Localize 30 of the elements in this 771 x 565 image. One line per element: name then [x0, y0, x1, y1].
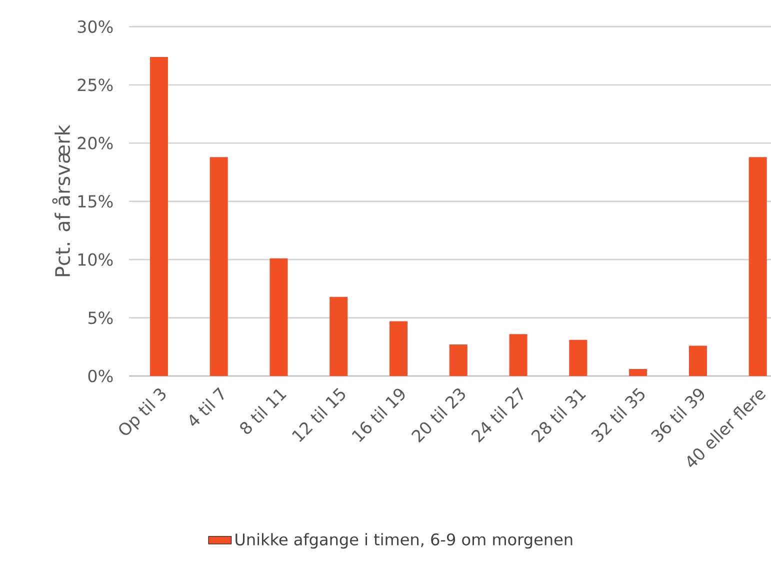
bar [150, 56, 168, 376]
y-tick-label: 25% [78, 78, 113, 92]
bar [688, 346, 707, 376]
bar [509, 334, 528, 376]
y-tick-label: 20% [78, 136, 113, 150]
x-tick-label: 8 til 11 [240, 389, 287, 434]
y-tick-label: 10% [78, 253, 113, 266]
y-tick-label: 5% [88, 311, 113, 324]
x-tick-label: 28 til 31 [531, 389, 586, 443]
x-tick-label: 32 til 35 [591, 388, 644, 442]
bar [629, 369, 648, 376]
x-tick-label: 4 til 7 [190, 387, 224, 426]
bar [390, 321, 408, 376]
y-axis-title: Pct. af årsværk [52, 124, 70, 276]
bar [748, 157, 767, 376]
x-tick-label: 12 til 15 [292, 388, 346, 442]
x-tick-label: 20 til 23 [411, 388, 465, 443]
x-tick-label: 36 til 39 [651, 388, 704, 442]
x-tick-label: 16 til 19 [352, 388, 405, 442]
y-tick-label: 30% [78, 20, 113, 33]
legend-label: Unikke afgange i timen, 6-9 om morgenen [236, 533, 572, 549]
bar [210, 157, 228, 376]
y-tick-label: 15% [78, 195, 113, 208]
bar [449, 344, 468, 376]
bar [330, 296, 348, 376]
y-tick-label: 0% [88, 370, 113, 382]
bar [569, 340, 588, 376]
x-tick-label: Op til 3 [119, 388, 166, 435]
x-tick-label: 24 til 27 [471, 387, 524, 443]
bar [270, 258, 288, 376]
